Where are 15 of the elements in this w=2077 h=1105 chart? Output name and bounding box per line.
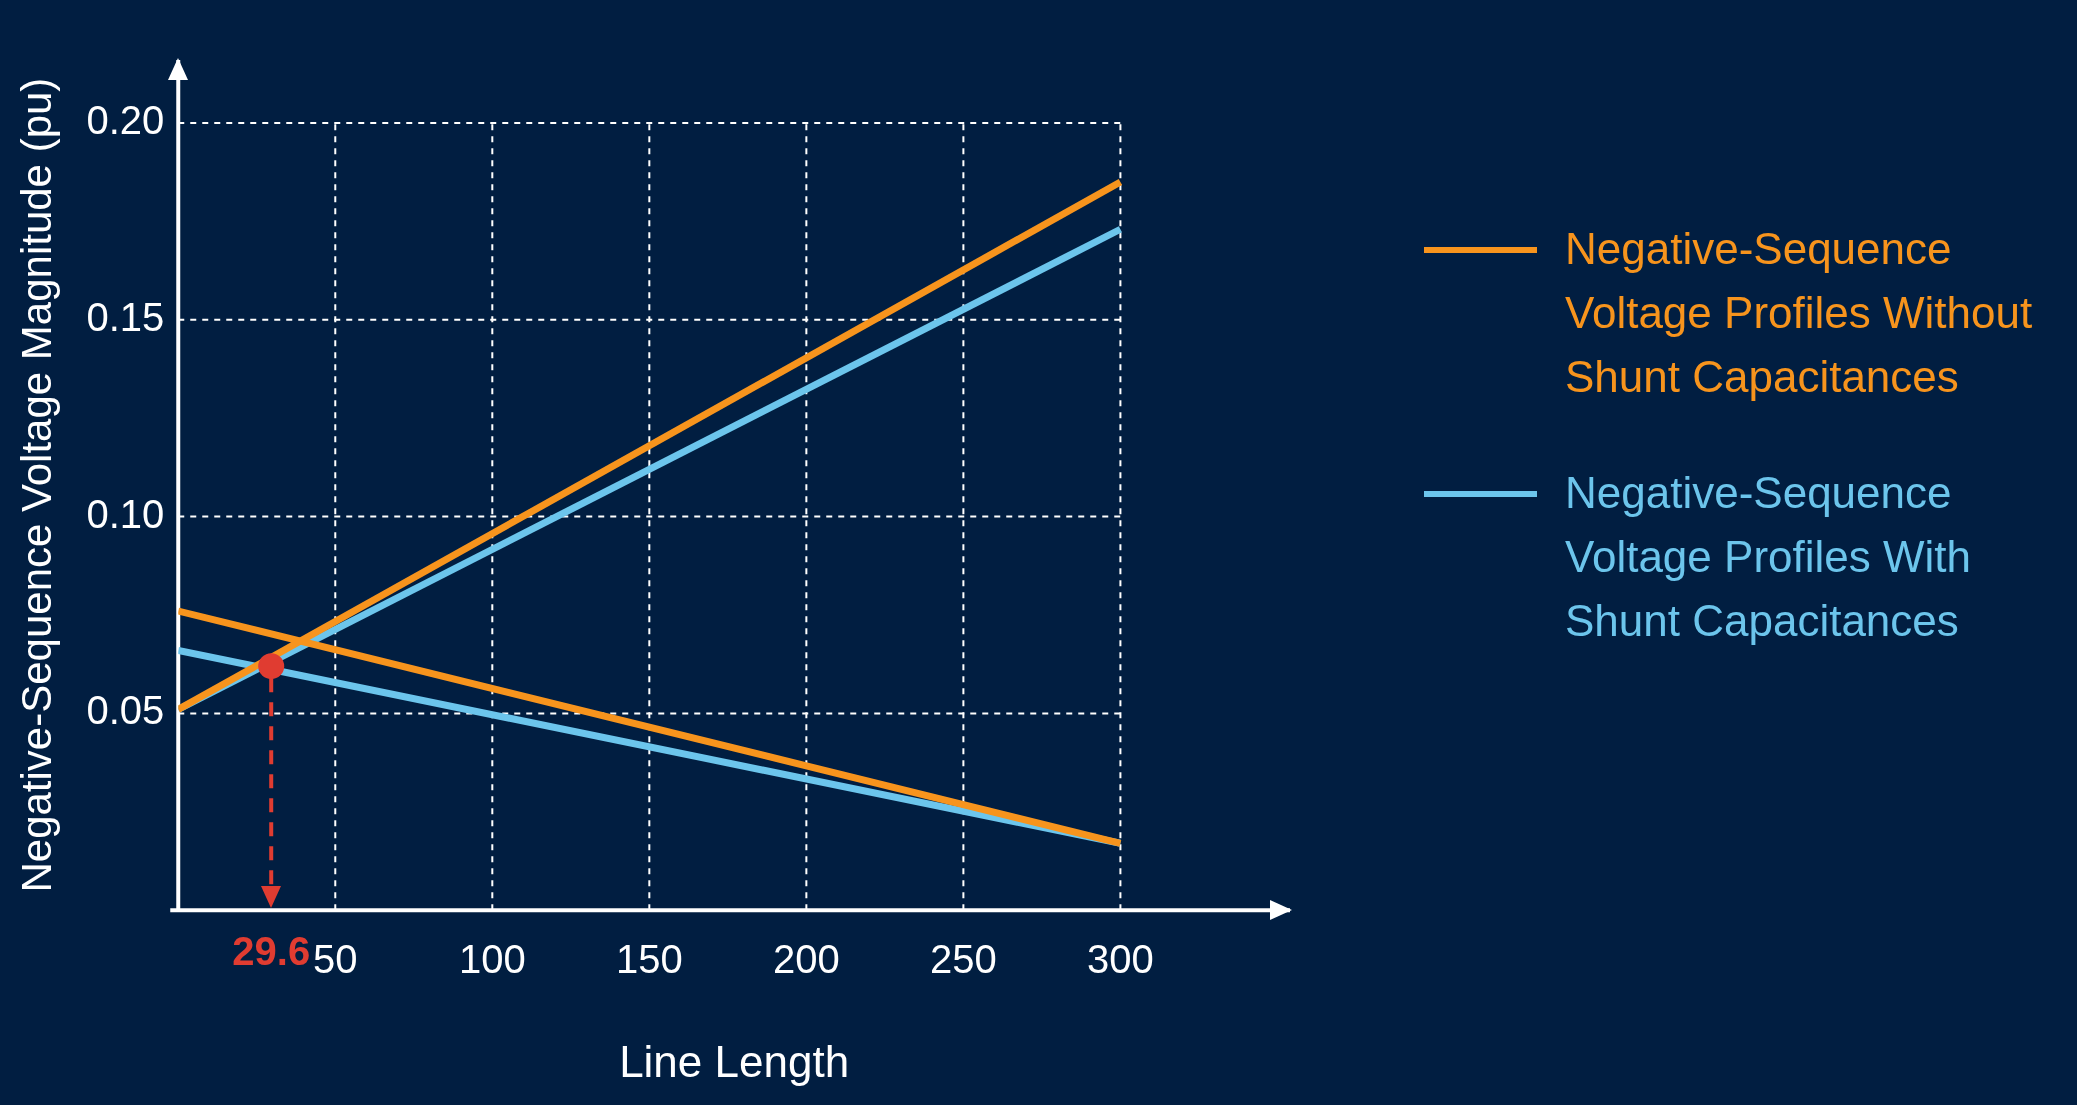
x-tick-label: 200 xyxy=(772,937,840,982)
x-tick-label: 100 xyxy=(458,937,526,982)
x-tick-label: 150 xyxy=(615,937,683,982)
x-tick-label: 50 xyxy=(313,937,358,982)
y-tick-label: 0.20 xyxy=(86,98,165,143)
y-axis-title: Negative-Sequence Voltage Magnitude (pu) xyxy=(12,77,60,893)
y-tick-label: 0.05 xyxy=(86,688,165,733)
y-tick-label: 0.10 xyxy=(86,491,165,536)
y-tick-label: 0.15 xyxy=(86,294,165,339)
legend-label: Negative-Sequence Voltage Profiles With Shunt Capacitances xyxy=(1565,467,1972,647)
legend-label: Negative-Sequence Voltage Profiles Without Shunt Capacitances xyxy=(1565,223,2034,403)
x-tick-label: 300 xyxy=(1087,937,1154,982)
ref-line-label: 29.6 xyxy=(232,929,311,974)
x-axis-title: Line Length xyxy=(619,1036,850,1086)
x-tick-label: 250 xyxy=(930,937,997,982)
